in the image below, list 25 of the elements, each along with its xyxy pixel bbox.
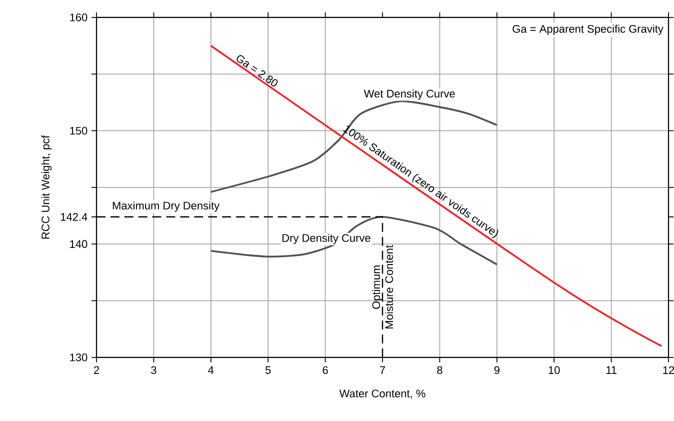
x-tick-label: 8 [437,366,442,374]
ref-line-label: Optimum Moisture Content [372,245,394,328]
x-tick-label: 5 [265,366,271,374]
annotation: Ga = Apparent Specific Gravity [512,24,664,35]
x-tick-label: 10 [548,366,560,374]
x-tick-label: 3 [151,366,156,374]
x-tick-label: 7 [380,366,386,374]
x-tick-label: 11 [606,366,616,374]
series-label: Wet Density Curve [364,89,455,100]
annotation: Ga = 2.80 [236,55,278,86]
y-tick-label: 140 [70,240,88,248]
series-label: Dry Density Curve [282,234,370,244]
x-tick-label: 12 [663,366,674,374]
y-tick-label: 142.4 [60,213,88,221]
y-axis-title: RCC Unit Weight, pcf [41,135,52,239]
x-axis-title: Water Content, % [339,390,426,399]
y-tick-label: 130 [70,354,88,362]
x-tick-label: 4 [208,366,214,374]
y-tick-label: 160 [70,13,88,22]
ref-line-label: Maximum Dry Density [112,201,220,212]
x-tick-label: 9 [494,366,500,374]
y-tick-label: 150 [70,126,88,135]
line-series [210,100,498,193]
x-tick-label: 2 [94,366,100,374]
x-tick-label: 6 [322,366,328,374]
